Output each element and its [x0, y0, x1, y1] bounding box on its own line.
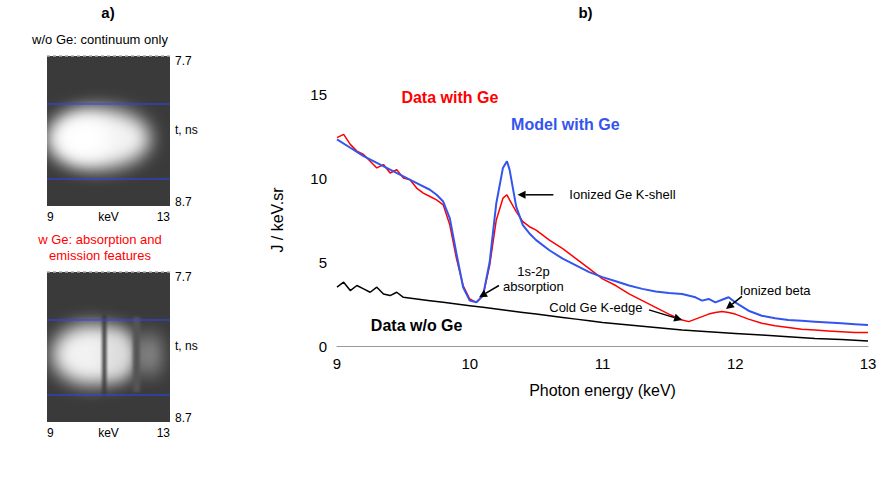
- svg-text:10: 10: [310, 170, 327, 187]
- svg-text:Photon energy (keV): Photon energy (keV): [529, 382, 676, 399]
- svg-text:Cold Ge K-edge: Cold Ge K-edge: [549, 300, 642, 315]
- svg-text:w/o Ge: continuum only: w/o Ge: continuum only: [31, 32, 168, 47]
- svg-text:12: 12: [727, 355, 744, 372]
- svg-text:5: 5: [319, 254, 327, 271]
- svg-text:Ionized Ge K-shell: Ionized Ge K-shell: [569, 187, 675, 202]
- svg-text:Data with Ge: Data with Ge: [401, 89, 498, 106]
- svg-text:absorption: absorption: [503, 279, 564, 294]
- svg-text:7.7: 7.7: [175, 270, 192, 284]
- svg-text:8.7: 8.7: [175, 195, 192, 209]
- svg-text:1s-2p: 1s-2p: [517, 264, 550, 279]
- svg-text:13: 13: [157, 210, 171, 224]
- svg-text:a): a): [101, 4, 114, 21]
- svg-text:9: 9: [333, 355, 341, 372]
- svg-text:9: 9: [47, 210, 54, 224]
- svg-text:15: 15: [310, 86, 327, 103]
- svg-text:8.7: 8.7: [175, 411, 192, 425]
- svg-text:w Ge: absorption and: w Ge: absorption and: [37, 232, 162, 247]
- svg-text:b): b): [578, 4, 592, 21]
- svg-text:emission features: emission features: [49, 248, 151, 263]
- svg-text:keV: keV: [98, 426, 119, 440]
- svg-text:11: 11: [595, 355, 611, 372]
- svg-text:J / keV.sr: J / keV.sr: [269, 187, 286, 253]
- svg-text:t, ns: t, ns: [175, 339, 198, 353]
- svg-text:9: 9: [47, 426, 54, 440]
- svg-text:7.7: 7.7: [175, 54, 192, 68]
- svg-text:Model with Ge: Model with Ge: [511, 116, 620, 133]
- svg-text:13: 13: [157, 426, 171, 440]
- svg-text:13: 13: [860, 355, 877, 372]
- svg-text:Data w/o Ge: Data w/o Ge: [371, 317, 463, 334]
- svg-text:keV: keV: [98, 210, 119, 224]
- svg-text:t, ns: t, ns: [175, 123, 198, 137]
- svg-text:10: 10: [461, 355, 478, 372]
- svg-text:Ionized beta: Ionized beta: [740, 283, 812, 298]
- svg-text:0: 0: [319, 338, 327, 355]
